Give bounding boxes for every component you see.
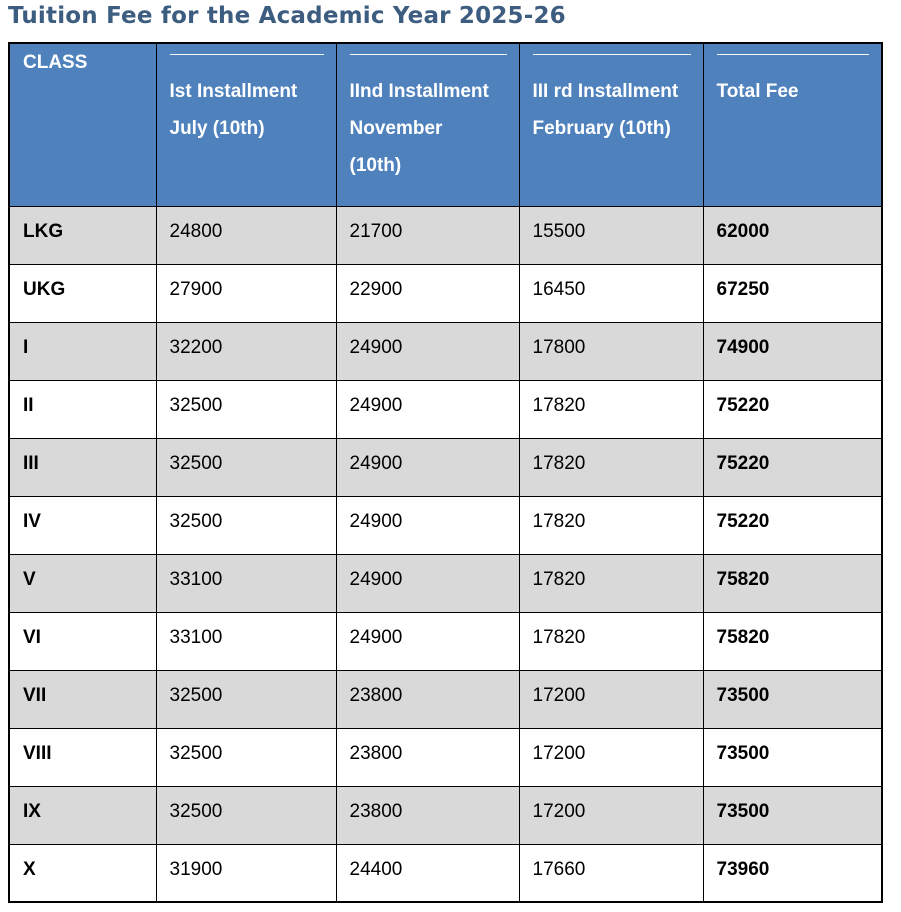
table-row: I 32200 24900 17800 74900 [8,321,883,381]
total-fee-cell: 67250 [702,263,883,323]
class-cell: II [8,379,157,439]
installment2-cell: 23800 [335,727,520,787]
installment1-cell: 24800 [155,205,337,265]
header-label: (10th) [349,155,402,176]
class-cell: LKG [8,205,157,265]
header-cell-installment2: IInd Installment November (10th) [335,42,520,207]
header-label: CLASS [23,52,88,73]
total-fee-cell: 75220 [702,495,883,555]
installment2-cell: 22900 [335,263,520,323]
table-row: VI 33100 24900 17820 75820 [8,611,883,671]
installment1-cell: 32500 [155,727,337,787]
table-row: UKG 27900 22900 16450 67250 [8,263,883,323]
class-cell: IX [8,785,157,845]
header-label: III rd Installment [532,81,679,102]
installment3-cell: 16450 [518,263,704,323]
header-cell-total-fee: Total Fee [702,42,883,207]
header-cell-installment1: Ist Installment July (10th) [155,42,337,207]
installment3-cell: 17820 [518,611,704,671]
total-fee-cell: 75220 [702,379,883,439]
installment2-cell: 24900 [335,437,520,497]
header-label: Total Fee [716,81,799,102]
header-cell-class: CLASS [8,42,157,207]
header-divider-line [169,54,324,55]
installment1-cell: 32500 [155,785,337,845]
table-row: II 32500 24900 17820 75220 [8,379,883,439]
tuition-fee-table: CLASS Ist Installment July (10th) IInd I… [8,42,883,903]
table-row: IX 32500 23800 17200 73500 [8,785,883,845]
header-label: November [349,118,443,139]
installment2-cell: 24900 [335,379,520,439]
class-cell: VI [8,611,157,671]
installment3-cell: 17200 [518,785,704,845]
header-label: February (10th) [532,118,671,139]
table-row: VII 32500 23800 17200 73500 [8,669,883,729]
installment1-cell: 32500 [155,495,337,555]
installment1-cell: 27900 [155,263,337,323]
installment3-cell: 17820 [518,437,704,497]
table-row: III 32500 24900 17820 75220 [8,437,883,497]
header-label: Ist Installment [169,81,298,102]
installment2-cell: 24900 [335,495,520,555]
total-fee-cell: 62000 [702,205,883,265]
total-fee-cell: 74900 [702,321,883,381]
installment2-cell: 23800 [335,785,520,845]
class-cell: VIII [8,727,157,787]
header-divider-line [716,54,869,55]
installment1-cell: 32500 [155,437,337,497]
class-cell: X [8,843,157,903]
table-header: CLASS Ist Installment July (10th) IInd I… [8,42,883,207]
installment1-cell: 32200 [155,321,337,381]
page-title: Tuition Fee for the Academic Year 2025-2… [8,3,566,29]
class-cell: I [8,321,157,381]
installment2-cell: 24400 [335,843,520,903]
installment2-cell: 23800 [335,669,520,729]
table-body: LKG 24800 21700 15500 62000 UKG 27900 22900 1645… [8,205,883,903]
class-cell: VII [8,669,157,729]
class-cell: V [8,553,157,613]
class-cell: III [8,437,157,497]
table-row: VIII 32500 23800 17200 73500 [8,727,883,787]
installment3-cell: 17820 [518,495,704,555]
installment3-cell: 17660 [518,843,704,903]
installment1-cell: 33100 [155,553,337,613]
class-cell: IV [8,495,157,555]
installment3-cell: 17820 [518,379,704,439]
total-fee-cell: 75820 [702,553,883,613]
header-row: CLASS Ist Installment July (10th) IInd I… [8,42,883,207]
installment1-cell: 32500 [155,669,337,729]
installment1-cell: 31900 [155,843,337,903]
total-fee-cell: 75220 [702,437,883,497]
total-fee-cell: 75820 [702,611,883,671]
installment1-cell: 33100 [155,611,337,671]
installment2-cell: 24900 [335,611,520,671]
header-label: July (10th) [169,118,265,139]
installment2-cell: 21700 [335,205,520,265]
table-row: V 33100 24900 17820 75820 [8,553,883,613]
table-row: IV 32500 24900 17820 75220 [8,495,883,555]
header-divider-line [532,54,691,55]
header-divider-line [349,54,507,55]
installment2-cell: 24900 [335,321,520,381]
table-row: X 31900 24400 17660 73960 [8,843,883,903]
table-row: LKG 24800 21700 15500 62000 [8,205,883,265]
total-fee-cell: 73500 [702,669,883,729]
header-label: IInd Installment [349,81,489,102]
header-cell-installment3: III rd Installment February (10th) [518,42,704,207]
total-fee-cell: 73500 [702,785,883,845]
installment1-cell: 32500 [155,379,337,439]
installment2-cell: 24900 [335,553,520,613]
total-fee-cell: 73960 [702,843,883,903]
installment3-cell: 17200 [518,669,704,729]
installment3-cell: 15500 [518,205,704,265]
installment3-cell: 17820 [518,553,704,613]
class-cell: UKG [8,263,157,323]
total-fee-cell: 73500 [702,727,883,787]
installment3-cell: 17200 [518,727,704,787]
installment3-cell: 17800 [518,321,704,381]
